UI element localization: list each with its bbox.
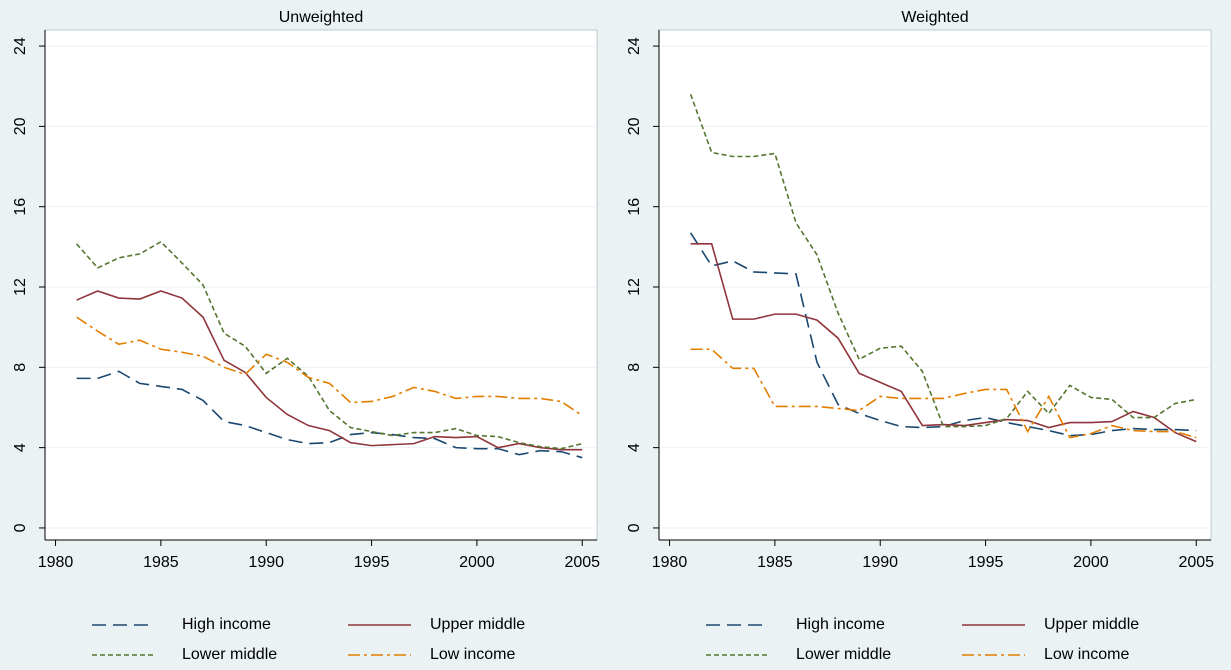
x-tick-label: 1980 bbox=[652, 554, 688, 571]
x-tick-label: 1995 bbox=[354, 554, 390, 571]
series-line bbox=[689, 232, 1197, 437]
y-tick-label: 24 bbox=[12, 37, 29, 55]
y-tick-label: 8 bbox=[12, 363, 29, 372]
legend-label: Low income bbox=[1044, 646, 1129, 663]
x-tick-label: 2005 bbox=[1178, 554, 1214, 571]
y-tick-label: 8 bbox=[626, 363, 643, 372]
y-tick-label: 12 bbox=[626, 278, 643, 296]
x-tick-label: 1985 bbox=[143, 554, 179, 571]
y-tick-label: 12 bbox=[12, 278, 29, 296]
y-tick-label: 0 bbox=[12, 523, 29, 532]
y-tick-label: 20 bbox=[626, 117, 643, 135]
legend-label: Low income bbox=[430, 646, 515, 663]
chart-title: Weighted bbox=[901, 9, 968, 26]
y-tick-label: 20 bbox=[12, 117, 29, 135]
chart-title: Unweighted bbox=[279, 9, 364, 26]
series-line bbox=[76, 316, 583, 417]
x-tick-label: 1990 bbox=[862, 554, 898, 571]
y-tick-label: 4 bbox=[12, 443, 29, 452]
x-tick-label: 1995 bbox=[968, 554, 1004, 571]
y-tick-label: 4 bbox=[626, 443, 643, 452]
x-tick-label: 1990 bbox=[248, 554, 284, 571]
legend-label: Upper middle bbox=[430, 616, 525, 633]
y-tick-label: 24 bbox=[626, 37, 643, 55]
series-line bbox=[76, 370, 583, 459]
legend-label: High income bbox=[182, 616, 271, 633]
plot-area bbox=[658, 29, 1212, 541]
series-line bbox=[76, 290, 583, 451]
legend-label: Lower middle bbox=[182, 646, 277, 663]
x-tick-label: 1985 bbox=[757, 554, 793, 571]
x-tick-label: 2005 bbox=[564, 554, 600, 571]
plot-area bbox=[44, 29, 598, 541]
legend-label: High income bbox=[796, 616, 885, 633]
x-tick-label: 1980 bbox=[38, 554, 74, 571]
legend-label: Lower middle bbox=[796, 646, 891, 663]
y-tick-label: 0 bbox=[626, 523, 643, 532]
x-tick-label: 2000 bbox=[459, 554, 495, 571]
x-tick-label: 2000 bbox=[1073, 554, 1109, 571]
legend-label: Upper middle bbox=[1044, 616, 1139, 633]
series-line bbox=[690, 348, 1197, 439]
y-tick-label: 16 bbox=[626, 198, 643, 216]
y-tick-label: 16 bbox=[12, 198, 29, 216]
